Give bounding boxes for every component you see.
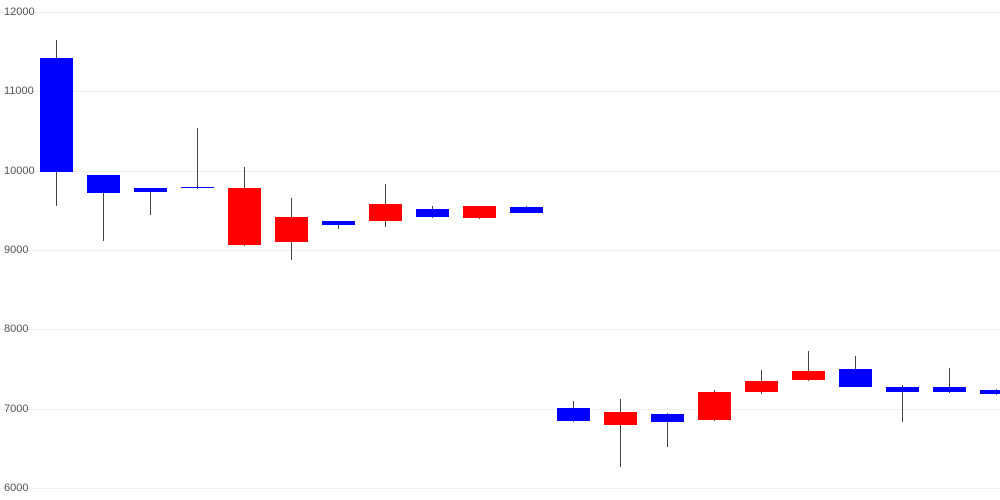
candle-body <box>745 381 778 392</box>
gridline <box>0 329 1000 330</box>
candle-body <box>510 207 543 213</box>
y-axis-label: 10000 <box>4 165 35 177</box>
candle-body <box>275 217 308 242</box>
candle-body <box>886 387 919 393</box>
candle-wick <box>620 399 621 466</box>
candle-body <box>604 412 637 425</box>
candle-body <box>40 58 73 172</box>
y-axis-label: 11000 <box>4 85 34 97</box>
candle-body <box>792 371 825 381</box>
candle-body <box>322 221 355 224</box>
candle-body <box>698 392 731 420</box>
y-axis-label: 9000 <box>4 244 28 256</box>
candle-body <box>980 390 1000 395</box>
candle-body <box>839 369 872 386</box>
candle-body <box>369 204 402 221</box>
candle-body <box>463 206 496 218</box>
gridline <box>0 250 1000 251</box>
gridline <box>0 91 1000 92</box>
y-axis-label: 8000 <box>4 323 28 335</box>
gridline <box>0 12 1000 13</box>
candle-body <box>228 188 261 245</box>
candle-wick <box>197 128 198 189</box>
candle-body <box>87 175 120 192</box>
candlestick-chart: 6000 7000 8000 9000 10000 11000 12000 <box>0 0 1000 500</box>
gridline <box>0 488 1000 489</box>
candle-body <box>416 209 449 217</box>
gridline <box>0 171 1000 172</box>
candle-body <box>651 414 684 422</box>
gridline <box>0 409 1000 410</box>
candle-body <box>181 187 214 188</box>
y-axis-label: 6000 <box>4 482 28 494</box>
candle-wick <box>150 188 151 215</box>
candle-body <box>134 188 167 192</box>
candle-body <box>933 387 966 392</box>
candle-body <box>557 408 590 421</box>
y-axis-label: 12000 <box>4 6 35 18</box>
y-axis-label: 7000 <box>4 403 28 415</box>
